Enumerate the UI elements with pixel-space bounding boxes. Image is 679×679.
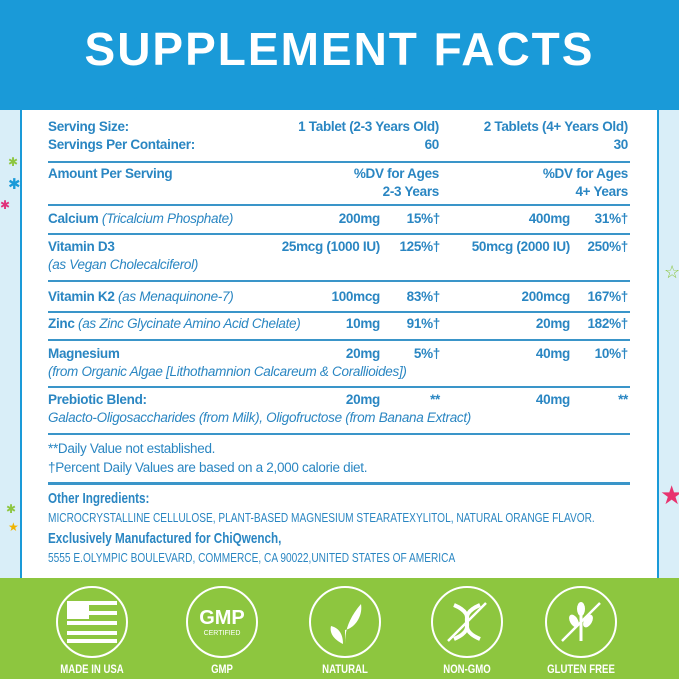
manufacturer: Exclusively Manufactured for ChiQwench, [48, 530, 282, 547]
serving-size-col1: 1 Tablet (2-3 Years Old) [298, 119, 439, 134]
amount-col1: 25mcg (1000 IU) [281, 239, 381, 254]
divider [48, 311, 630, 313]
badge-label: NATURAL [322, 662, 368, 676]
footnote-percent: †Percent Daily Values are based on a 2,0… [48, 460, 368, 475]
us-flag-icon [56, 586, 128, 658]
star-decoration: ★ [660, 480, 679, 510]
leaf-icon [309, 586, 381, 658]
dv-col1: 91%† [406, 316, 441, 331]
dv-col2: 182%† [587, 316, 628, 331]
dv-col2-ages: 4+ Years [575, 184, 628, 199]
star-decoration: ✱ [6, 502, 17, 516]
dv-col2: 10%† [594, 346, 629, 361]
nutrient-name: Calcium (Tricalcium Phosphate) [48, 211, 233, 226]
star-decoration: ✱ [8, 155, 19, 169]
badge-made-in-usa: MADE IN USA [42, 586, 142, 676]
nutrient-source: (as Menaquinone-7) [117, 289, 234, 304]
star-decoration: ✱ [8, 176, 21, 193]
footnote-dv: **Daily Value not established. [48, 441, 216, 456]
amount-col2: 40mg [535, 346, 570, 361]
dv-col2: ** [618, 392, 628, 407]
dv-col1: 83%† [406, 289, 441, 304]
seal-text: GMP [199, 607, 245, 629]
badge-natural: NATURAL [295, 586, 395, 676]
badge-label: GLUTEN FREE [547, 662, 615, 676]
seal-sub: CERTIFIED [203, 630, 241, 637]
badge-label: NON-GMO [443, 662, 491, 676]
servings-per-label: Servings Per Container: [48, 137, 195, 152]
divider [48, 204, 630, 206]
badge-label: MADE IN USA [60, 662, 124, 676]
address: 5555 E.OLYMPIC BOULEVARD, COMMERCE, CA 9… [48, 550, 456, 565]
serving-size-col2: 2 Tablets (4+ Years Old) [483, 119, 629, 134]
amount-col2: 200mcg [521, 289, 571, 304]
header-banner: SUPPLEMENT FACTS [0, 0, 679, 110]
dv-col1-header: %DV for Ages [353, 166, 439, 181]
dv-col1: 15%† [406, 211, 441, 226]
dv-col2: 31%† [594, 211, 629, 226]
divider [48, 386, 630, 388]
amount-col2: 400mg [528, 211, 571, 226]
divider [48, 280, 630, 282]
no-dna-icon [431, 586, 503, 658]
divider-thick [48, 482, 630, 485]
dv-col2: 250%† [587, 239, 628, 254]
dv-col2-header: %DV for Ages [542, 166, 628, 181]
divider [48, 233, 630, 235]
nutrient-source: (as Zinc Glycinate Amino Acid Chelate) [78, 316, 301, 331]
amount-col1: 100mcg [331, 289, 381, 304]
amount-col2: 40mg [535, 392, 570, 407]
star-decoration: ✱ [0, 198, 11, 212]
nutrient-name: Vitamin D3 [48, 239, 115, 254]
nutrient-source: Galacto-Oligosaccharides (from Milk), Ol… [48, 410, 471, 425]
amount-col1: 10mg [345, 316, 380, 331]
amount-col2: 20mg [535, 316, 570, 331]
dv-col1: ** [430, 392, 440, 407]
divider [48, 433, 630, 435]
nutrient-name: Magnesium [48, 346, 120, 361]
nutrient-source: (from Organic Algae [Lithothamnion Calca… [48, 364, 407, 379]
servings-per-col2: 30 [613, 137, 629, 152]
dv-col1-ages: 2-3 Years [382, 184, 440, 199]
dv-col1: 5%† [413, 346, 440, 361]
nutrient-name-text: Calcium [48, 211, 99, 226]
star-decoration: ☆ [664, 262, 679, 282]
gmp-seal-icon: GMP CERTIFIED [186, 586, 258, 658]
dv-col2: 167%† [587, 289, 628, 304]
serving-size-label: Serving Size: [48, 119, 129, 134]
amount-col2: 50mcg (2000 IU) [471, 239, 571, 254]
divider [48, 339, 630, 341]
amount-col1: 200mg [338, 211, 381, 226]
other-ingredients-label: Other Ingredients: [48, 490, 150, 507]
dv-col1: 125%† [399, 239, 440, 254]
badge-gluten-free: GLUTEN FREE [531, 586, 631, 676]
badge-label: GMP [211, 662, 233, 676]
no-wheat-icon [545, 586, 617, 658]
nutrient-name: Zinc (as Zinc Glycinate Amino Acid Chela… [48, 316, 301, 331]
other-ingredients-text: MICROCRYSTALLINE CELLULOSE, PLANT-BASED … [48, 510, 595, 525]
divider [48, 161, 630, 163]
nutrient-name-text: Zinc [48, 316, 75, 331]
amount-col1: 20mg [345, 346, 380, 361]
nutrient-name: Vitamin K2 (as Menaquinone-7) [48, 289, 234, 304]
amount-col1: 20mg [345, 392, 380, 407]
nutrient-source: (Tricalcium Phosphate) [101, 211, 234, 226]
wave-edge [0, 78, 679, 104]
badge-gmp: GMP CERTIFIED GMP [172, 586, 272, 676]
badge-non-gmo: NON-GMO [417, 586, 517, 676]
nutrient-source: (as Vegan Cholecalciferol) [48, 257, 199, 272]
amount-label: Amount Per Serving [48, 166, 173, 181]
star-decoration: ★ [8, 520, 19, 534]
nutrient-name: Prebiotic Blend: [48, 392, 147, 407]
page-title: SUPPLEMENT FACTS [84, 23, 595, 75]
nutrient-name-text: Vitamin K2 [48, 289, 115, 304]
servings-per-col1: 60 [424, 137, 440, 152]
badges-band: MADE IN USA GMP CERTIFIED GMP NATURAL NON… [0, 578, 679, 679]
